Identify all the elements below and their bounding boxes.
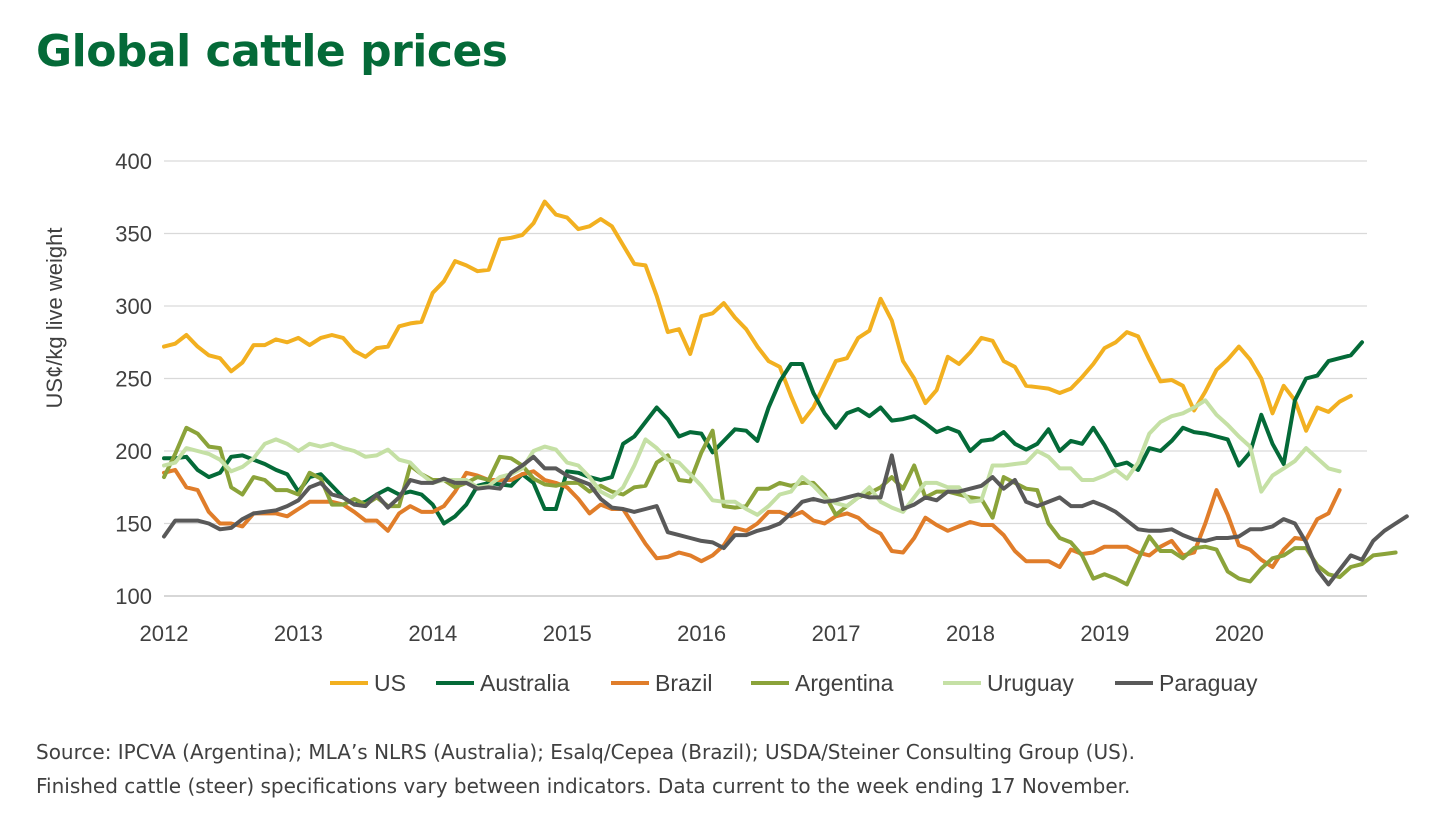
legend-label: Australia: [480, 670, 570, 696]
x-tick-label: 2016: [677, 621, 726, 646]
legend-label: Argentina: [795, 670, 894, 696]
y-tick-label: 350: [115, 222, 152, 247]
legend-label: Brazil: [655, 670, 713, 696]
legend-item-brazil: Brazil: [611, 670, 713, 696]
series-lines: [162, 199, 1409, 587]
source-note-2: Finished cattle (steer) specifications v…: [36, 774, 1131, 798]
legend-item-us: US: [330, 670, 406, 696]
y-tick-label: 250: [115, 367, 152, 392]
x-tick-label: 2018: [946, 621, 995, 646]
legend-item-paraguay: Paraguay: [1115, 670, 1258, 696]
y-tick-label: 100: [115, 584, 152, 609]
x-tick-label: 2020: [1215, 621, 1264, 646]
series-line-brazil: [162, 467, 1342, 569]
x-tick-label: 2017: [812, 621, 861, 646]
legend-label: Paraguay: [1159, 670, 1258, 696]
y-tick-label: 400: [115, 149, 152, 174]
series-line-uruguay: [162, 398, 1342, 517]
y-axis-label: US¢/kg live weight: [42, 228, 67, 409]
y-axis: 100 150 200 250 300 350 400: [115, 149, 152, 609]
x-tick-label: 2012: [140, 621, 189, 646]
x-tick-label: 2014: [408, 621, 457, 646]
series-line-us: [162, 199, 1353, 433]
gridlines: [164, 160, 1367, 597]
source-note: Source: IPCVA (Argentina); MLA’s NLRS (A…: [36, 740, 1135, 764]
x-axis: 2012 2013 2014 2015 2016 2017 2018 2019 2020: [140, 621, 1264, 646]
legend: US Australia Brazil Argentina Uruguay Paragua…: [330, 670, 1258, 696]
y-tick-label: 300: [115, 294, 152, 319]
y-tick-label: 150: [115, 512, 152, 537]
x-tick-label: 2013: [274, 621, 323, 646]
legend-item-argentina: Argentina: [751, 670, 894, 696]
page-title: Global cattle prices: [36, 26, 508, 77]
legend-label: Uruguay: [987, 670, 1074, 696]
legend-label: US: [374, 670, 406, 696]
series-line-paraguay: [162, 453, 1409, 587]
x-tick-label: 2015: [543, 621, 592, 646]
legend-item-australia: Australia: [436, 670, 570, 696]
y-tick-label: 200: [115, 439, 152, 464]
legend-item-uruguay: Uruguay: [943, 670, 1074, 696]
x-tick-label: 2019: [1080, 621, 1129, 646]
